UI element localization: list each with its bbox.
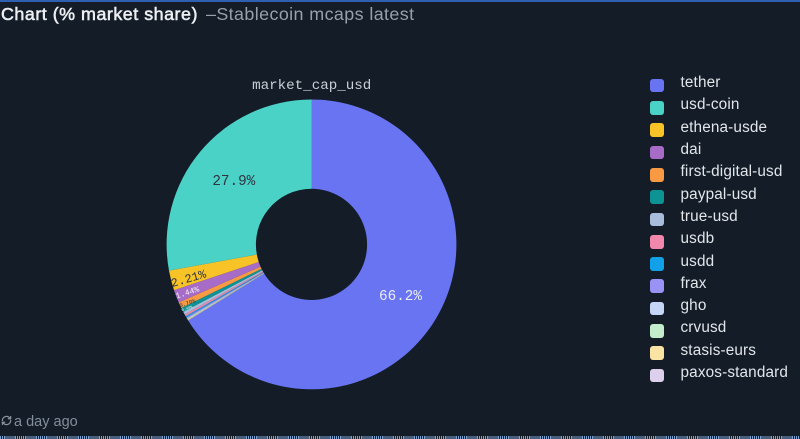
svg-text:27.9%: 27.9% (212, 174, 255, 190)
svg-text:market_cap_usd: market_cap_usd (252, 78, 371, 94)
svg-text:66.2%: 66.2% (379, 289, 422, 305)
svg-text:0.48%: 0.48% (181, 306, 194, 314)
svg-text:0.70%: 0.70% (179, 297, 198, 309)
